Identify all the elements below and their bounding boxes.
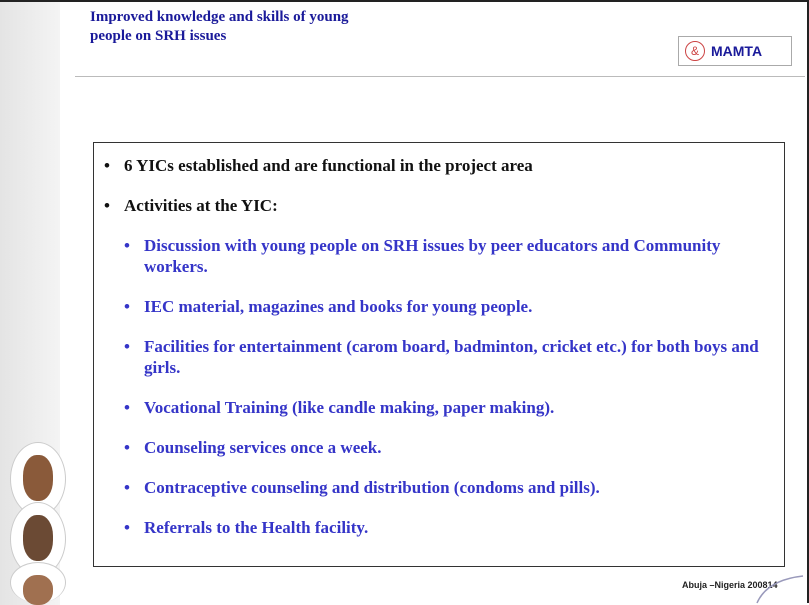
bullet: IEC material, magazines and books for yo… <box>104 296 774 317</box>
logo: & MAMTA <box>678 36 792 66</box>
logo-symbol: & <box>685 41 705 61</box>
logo-text: MAMTA <box>711 43 762 59</box>
bullet: Vocational Training (like candle making,… <box>104 397 774 418</box>
content-box: 6 YICs established and are functional in… <box>93 142 785 567</box>
slide: Improved knowledge and skills of young p… <box>0 0 809 603</box>
bullet: Activities at the YIC: <box>104 195 774 216</box>
footer-arc <box>755 570 805 605</box>
header-rule <box>75 76 805 77</box>
bullet: Contraceptive counseling and distributio… <box>104 477 774 498</box>
slide-title: Improved knowledge and skills of young p… <box>90 8 349 46</box>
face-photo <box>10 562 66 603</box>
bullet: Counseling services once a week. <box>104 437 774 458</box>
title-line: people on SRH issues <box>90 27 349 46</box>
bullet: 6 YICs established and are functional in… <box>104 155 774 176</box>
bullet: Referrals to the Health facility. <box>104 517 774 538</box>
bullet: Discussion with young people on SRH issu… <box>104 235 774 277</box>
title-line: Improved knowledge and skills of young <box>90 8 349 27</box>
bullet: Facilities for entertainment (carom boar… <box>104 336 774 378</box>
